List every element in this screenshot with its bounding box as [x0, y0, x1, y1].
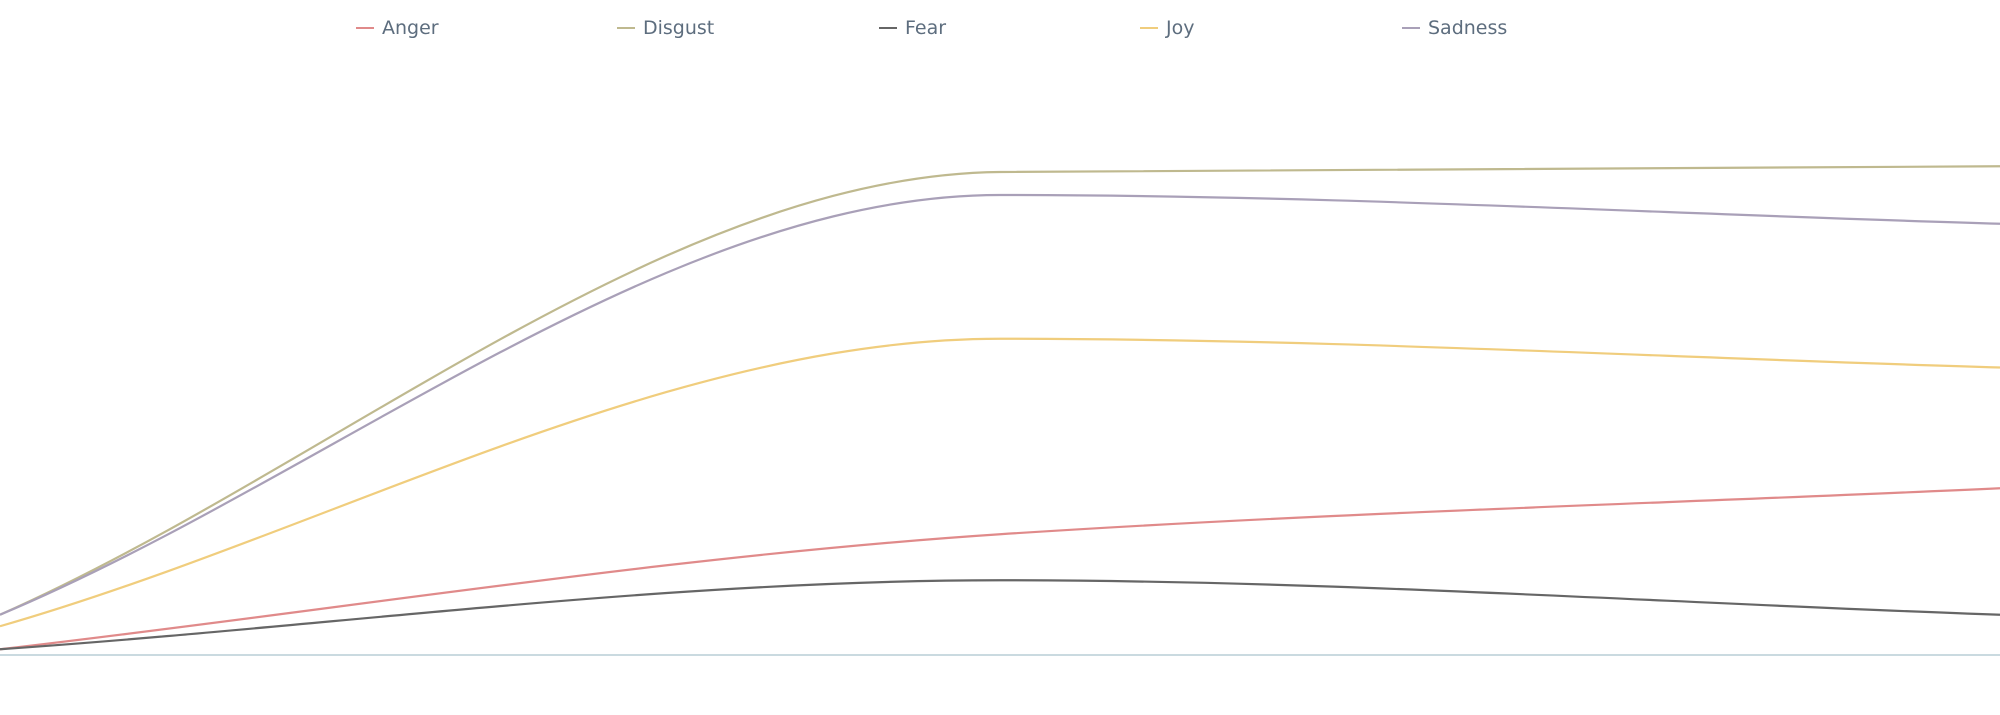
series-line-sadness[interactable]	[0, 193, 2000, 616]
legend-label-sadness: Sadness	[1428, 17, 1508, 39]
series-line-joy[interactable]	[0, 337, 2000, 628]
legend-swatch-disgust	[617, 27, 635, 29]
legend-swatch-anger	[356, 27, 374, 29]
legend-swatch-sadness	[1402, 27, 1420, 29]
legend-label-disgust: Disgust	[643, 17, 715, 39]
legend-item-sadness[interactable]: Sadness	[1402, 14, 1507, 42]
legend-swatch-joy	[1140, 27, 1158, 29]
legend-item-disgust[interactable]: Disgust	[617, 14, 714, 42]
legend-label-joy: Joy	[1166, 17, 1195, 39]
series-line-fear[interactable]	[0, 579, 2000, 651]
legend-item-fear[interactable]: Fear	[879, 14, 946, 42]
series-line-anger[interactable]	[0, 487, 2000, 651]
legend-label-anger: Anger	[382, 17, 439, 39]
legend: Anger Disgust Fear Joy Sadness	[0, 14, 2000, 42]
legend-label-fear: Fear	[905, 17, 947, 39]
series-layer	[0, 165, 2000, 651]
legend-swatch-fear	[879, 27, 897, 29]
legend-item-joy[interactable]: Joy	[1140, 14, 1194, 42]
series-line-disgust[interactable]	[0, 165, 2000, 616]
legend-item-anger[interactable]: Anger	[356, 14, 439, 42]
